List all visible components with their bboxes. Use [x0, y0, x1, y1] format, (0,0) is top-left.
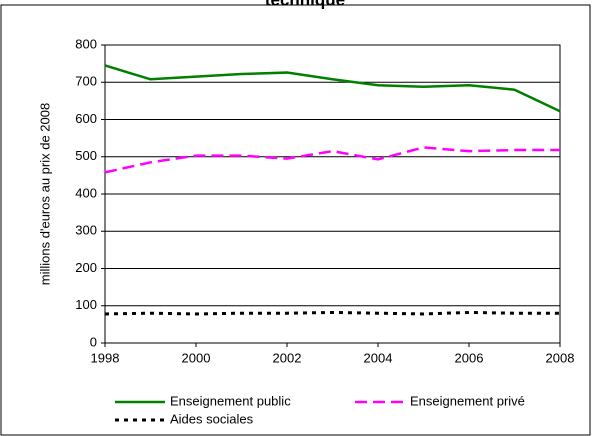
x-tick-label: 2008 [546, 350, 575, 365]
y-tick-label: 300 [75, 223, 97, 238]
legend-label: Enseignement public [170, 393, 291, 408]
chart-title: technique [265, 0, 345, 9]
y-tick-label: 100 [75, 297, 97, 312]
x-tick-label: 2004 [364, 350, 393, 365]
legend-label: Enseignement privé [410, 393, 525, 408]
y-axis-label: millions d'euros au prix de 2008 [37, 103, 52, 285]
y-tick-label: 800 [75, 36, 97, 51]
y-tick-label: 500 [75, 148, 97, 163]
y-tick-label: 700 [75, 74, 97, 89]
chart-frame [0, 4, 591, 436]
x-tick-label: 2000 [182, 350, 211, 365]
y-tick-label: 0 [90, 334, 97, 349]
y-tick-label: 600 [75, 111, 97, 126]
x-tick-label: 1998 [91, 350, 120, 365]
series-line [104, 146, 560, 174]
y-tick-label: 400 [75, 185, 97, 200]
legend-label: Aides sociales [170, 411, 254, 426]
series-line [104, 310, 560, 316]
series-line [104, 64, 561, 113]
plot-area [104, 44, 561, 344]
x-tick-label: 2006 [455, 350, 484, 365]
y-tick-label: 200 [75, 260, 97, 275]
x-tick-label: 2002 [273, 350, 302, 365]
